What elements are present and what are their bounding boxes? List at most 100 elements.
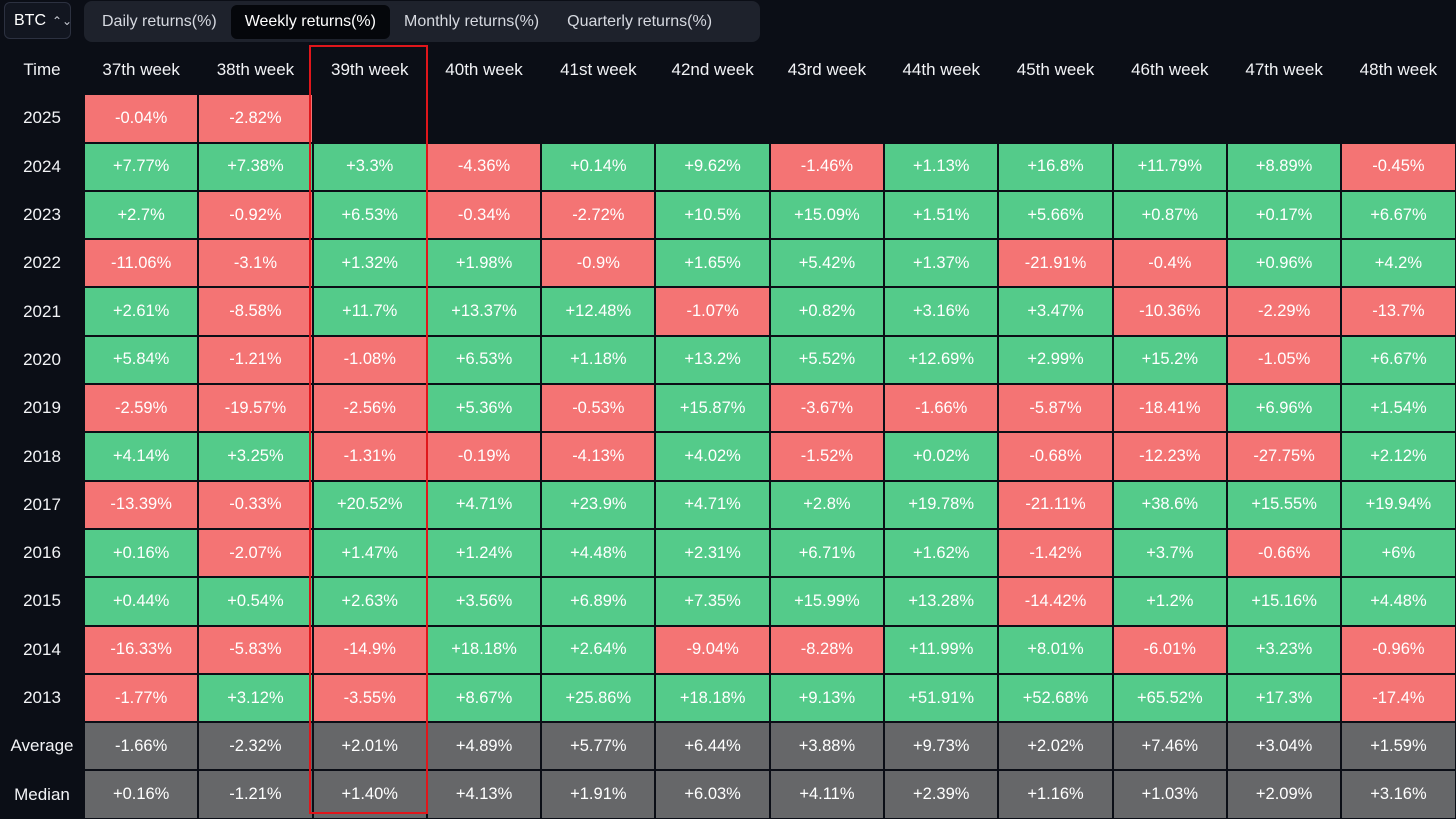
stat-cell: +5.77% — [541, 722, 656, 771]
return-cell: +5.66% — [998, 190, 1113, 240]
stat-cell: -1.66% — [84, 722, 199, 771]
return-cell: -3.1% — [198, 239, 313, 288]
return-cell: +2.61% — [84, 287, 199, 336]
return-cell: -13.39% — [84, 480, 199, 529]
table-row: 2014 -16.33% -5.83% -14.9% +18.18% +2.64% -9.0… — [0, 625, 1456, 674]
year-label: 2023 — [23, 205, 61, 225]
return-cell: +1.32% — [312, 239, 427, 288]
stat-cell: +3.04% — [1226, 722, 1342, 771]
return-cell: +8.89% — [1226, 142, 1342, 191]
return-cell: +15.55% — [1226, 480, 1342, 529]
return-cell: +9.13% — [769, 673, 885, 723]
return-cell: +1.37% — [884, 239, 999, 288]
return-cell: +3.56% — [426, 577, 542, 626]
column-header: 45th week — [1016, 60, 1095, 80]
return-cell: -2.56% — [312, 384, 427, 433]
column-header: 46th week — [1131, 60, 1209, 80]
tab-weekly-returns[interactable]: Weekly returns(%) — [230, 4, 390, 39]
return-cell: +13.2% — [655, 335, 770, 385]
return-cell: -1.42% — [998, 528, 1113, 578]
return-cell: -0.34% — [426, 190, 542, 240]
return-cell: +15.16% — [1226, 577, 1342, 626]
column-header: 41st week — [560, 60, 637, 80]
return-cell: -1.07% — [655, 287, 770, 336]
stat-cell: +6.44% — [655, 722, 770, 771]
table-row: 2021 +2.61% -8.58% +11.7% +13.37% +12.48% -1.0… — [0, 287, 1456, 336]
table-row: 2025 -0.04% -2.82% — [0, 94, 1456, 143]
return-cell: +6.71% — [769, 528, 885, 578]
return-cell: +6.53% — [312, 190, 427, 240]
asset-select[interactable]: BTC ⌃⌄ — [4, 2, 72, 39]
return-cell: -1.52% — [769, 432, 885, 481]
column-header: 39th week — [330, 60, 409, 80]
return-cell: -3.67% — [769, 384, 885, 433]
return-cell: +0.17% — [1226, 190, 1342, 240]
return-cell: -2.59% — [84, 384, 199, 433]
return-cell: -4.36% — [426, 142, 542, 191]
return-cell: +65.52% — [1112, 673, 1227, 723]
return-cell: +5.36% — [426, 384, 542, 433]
table-row: 2022 -11.06% -3.1% +1.32% +1.98% -0.9% +1.65% +… — [0, 239, 1456, 288]
return-cell: +5.84% — [84, 335, 199, 385]
return-cell: -8.28% — [769, 625, 885, 674]
return-cell: +0.02% — [884, 432, 999, 481]
return-cell: -0.33% — [198, 480, 313, 529]
return-cell: -4.13% — [541, 432, 656, 481]
table-row: 2023 +2.7% -0.92% +6.53% -0.34% -2.72% +10.5% +… — [0, 190, 1456, 240]
tab-daily-returns[interactable]: Daily returns(%) — [102, 12, 217, 30]
return-cell: +0.82% — [769, 287, 885, 336]
return-cell: +12.48% — [541, 287, 656, 336]
return-cell — [313, 94, 427, 142]
return-cell — [1113, 94, 1227, 142]
return-cell: -2.07% — [198, 528, 313, 578]
return-cell: -9.04% — [655, 625, 770, 674]
return-cell: +1.13% — [884, 142, 999, 191]
tab-quarterly-returns[interactable]: Quarterly returns(%) — [567, 12, 713, 30]
table-header-row: Time 37th week 38th week 39th week 40th week… — [0, 46, 1456, 94]
return-cell: +52.68% — [998, 673, 1113, 723]
year-label: 2019 — [23, 398, 61, 418]
year-label: 2021 — [23, 301, 61, 321]
return-cell: -16.33% — [84, 625, 199, 674]
stat-cell: +1.03% — [1112, 770, 1227, 819]
table-row: 2024 +7.77% +7.38% +3.3% -4.36% +0.14% +9.62% -… — [0, 142, 1456, 191]
return-cell — [427, 94, 541, 142]
return-cell: -1.08% — [312, 335, 427, 385]
return-cell: +38.6% — [1112, 480, 1227, 529]
return-cell: +5.42% — [769, 239, 885, 288]
return-cell: +3.23% — [1226, 625, 1342, 674]
column-header: 48th week — [1359, 60, 1438, 80]
return-cell: +7.77% — [84, 142, 199, 191]
stats-row: Average -1.66% -2.32% +2.01% +4.89% +5.77% +6.… — [0, 722, 1456, 771]
return-cell: -1.31% — [312, 432, 427, 481]
tab-monthly-returns[interactable]: Monthly returns(%) — [403, 12, 540, 30]
return-cell: +8.01% — [998, 625, 1113, 674]
return-cell: +6.53% — [426, 335, 542, 385]
return-cell: +3.47% — [998, 287, 1113, 336]
stat-cell: +3.16% — [1341, 770, 1456, 819]
return-cell: +15.09% — [769, 190, 885, 240]
return-cell: -0.92% — [198, 190, 313, 240]
column-header: 37th week — [102, 60, 180, 80]
return-cell: +2.8% — [769, 480, 885, 529]
column-header-time: Time — [23, 60, 61, 80]
return-cell: +20.52% — [312, 480, 427, 529]
return-cell: -14.9% — [312, 625, 427, 674]
year-label: 2014 — [23, 639, 61, 659]
table-row: 2016 +0.16% -2.07% +1.47% +1.24% +4.48% +2.31%… — [0, 528, 1456, 578]
return-cell: +0.16% — [84, 528, 199, 578]
return-cell: -13.7% — [1341, 287, 1456, 336]
return-cell: +6.67% — [1341, 190, 1456, 240]
year-label: 2020 — [23, 349, 61, 369]
table-row: 2015 +0.44% +0.54% +2.63% +3.56% +6.89% +7.35%… — [0, 577, 1456, 626]
return-cell: +17.3% — [1226, 673, 1342, 723]
return-cell: -14.42% — [998, 577, 1113, 626]
return-cell: -5.87% — [998, 384, 1113, 433]
table-row: 2020 +5.84% -1.21% -1.08% +6.53% +1.18% +13.2%… — [0, 335, 1456, 385]
return-cell — [770, 94, 884, 142]
returns-tabs: Daily returns(%) Weekly returns(%) Month… — [84, 1, 760, 42]
return-cell: +0.14% — [541, 142, 656, 191]
stat-cell: -2.32% — [198, 722, 313, 771]
stat-cell: +2.39% — [884, 770, 999, 819]
return-cell: +2.7% — [84, 190, 199, 240]
